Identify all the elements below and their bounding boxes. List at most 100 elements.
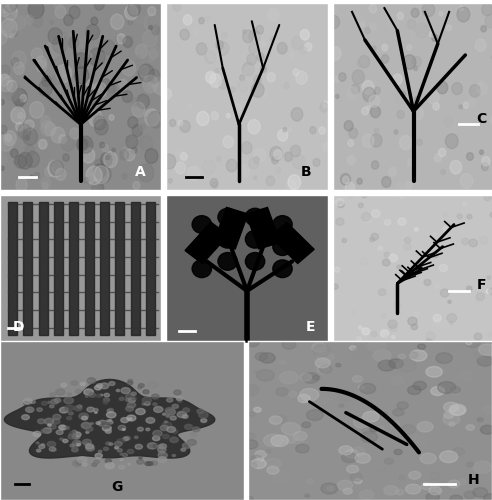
Circle shape	[53, 36, 68, 54]
Circle shape	[149, 26, 153, 30]
Ellipse shape	[273, 216, 292, 234]
Circle shape	[403, 55, 416, 70]
Circle shape	[491, 116, 492, 124]
Circle shape	[207, 48, 218, 62]
Circle shape	[353, 13, 364, 25]
Circle shape	[69, 6, 80, 18]
Circle shape	[3, 130, 16, 146]
Circle shape	[48, 402, 51, 404]
Circle shape	[362, 80, 374, 94]
Circle shape	[352, 310, 356, 314]
Circle shape	[10, 12, 24, 29]
Circle shape	[340, 174, 350, 185]
Circle shape	[166, 409, 176, 415]
Circle shape	[421, 482, 432, 490]
Circle shape	[137, 94, 150, 108]
Circle shape	[108, 408, 113, 412]
Circle shape	[162, 88, 172, 100]
Circle shape	[428, 91, 439, 104]
Circle shape	[203, 160, 215, 174]
Circle shape	[83, 439, 92, 445]
Circle shape	[61, 426, 66, 430]
Circle shape	[73, 432, 81, 437]
Circle shape	[149, 77, 158, 88]
Circle shape	[482, 163, 488, 170]
Circle shape	[139, 66, 149, 78]
Circle shape	[87, 90, 99, 105]
Circle shape	[329, 14, 341, 28]
Circle shape	[338, 202, 344, 207]
Circle shape	[128, 20, 133, 24]
Circle shape	[169, 134, 182, 150]
Circle shape	[247, 54, 256, 65]
Circle shape	[188, 104, 192, 108]
Circle shape	[256, 26, 263, 35]
Circle shape	[247, 338, 259, 346]
Circle shape	[41, 402, 47, 405]
Circle shape	[366, 106, 370, 110]
Text: B: B	[301, 165, 311, 179]
Circle shape	[0, 126, 7, 134]
Circle shape	[78, 136, 93, 154]
Circle shape	[41, 444, 45, 446]
Circle shape	[362, 194, 367, 198]
Circle shape	[448, 300, 451, 304]
Circle shape	[126, 135, 138, 148]
Circle shape	[197, 409, 204, 414]
Circle shape	[0, 30, 7, 44]
Circle shape	[360, 258, 368, 265]
Circle shape	[181, 152, 187, 160]
Circle shape	[135, 141, 140, 146]
Circle shape	[485, 14, 492, 28]
Circle shape	[96, 53, 107, 66]
Circle shape	[450, 160, 461, 174]
Circle shape	[180, 120, 190, 132]
Circle shape	[0, 134, 13, 152]
Circle shape	[91, 17, 98, 25]
Circle shape	[226, 160, 237, 172]
Circle shape	[44, 418, 54, 424]
Circle shape	[300, 374, 311, 381]
Circle shape	[77, 405, 82, 408]
Ellipse shape	[246, 252, 265, 270]
Circle shape	[63, 154, 69, 162]
Circle shape	[147, 82, 154, 90]
Circle shape	[334, 267, 339, 272]
Circle shape	[377, 426, 384, 430]
Circle shape	[297, 398, 303, 401]
Circle shape	[93, 82, 107, 98]
Circle shape	[300, 388, 319, 401]
Circle shape	[61, 136, 74, 151]
Circle shape	[426, 339, 432, 345]
Circle shape	[321, 483, 338, 494]
Circle shape	[411, 324, 418, 330]
Circle shape	[107, 410, 111, 412]
Circle shape	[0, 7, 10, 25]
Circle shape	[477, 83, 482, 89]
Circle shape	[86, 396, 88, 398]
Circle shape	[42, 76, 51, 86]
Circle shape	[390, 325, 397, 332]
Circle shape	[2, 78, 17, 96]
Circle shape	[381, 314, 386, 318]
Circle shape	[216, 40, 223, 49]
Circle shape	[400, 136, 412, 150]
Circle shape	[210, 178, 218, 188]
Circle shape	[425, 280, 429, 283]
Circle shape	[199, 18, 204, 24]
Circle shape	[351, 447, 365, 456]
Circle shape	[76, 49, 92, 68]
Circle shape	[82, 148, 95, 163]
Circle shape	[152, 26, 159, 35]
Circle shape	[391, 421, 400, 427]
Circle shape	[350, 346, 356, 350]
Circle shape	[41, 121, 54, 136]
Circle shape	[452, 82, 462, 94]
Circle shape	[279, 360, 286, 364]
Circle shape	[44, 122, 56, 136]
Circle shape	[102, 144, 108, 152]
Circle shape	[391, 376, 405, 386]
Circle shape	[217, 156, 221, 162]
Circle shape	[176, 396, 183, 400]
Circle shape	[93, 164, 106, 178]
